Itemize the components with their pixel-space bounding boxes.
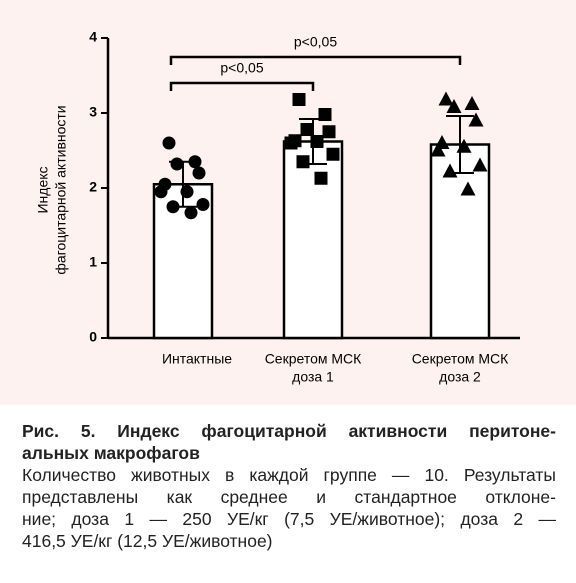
data-point [318,108,332,121]
y-tick-label: 0 [89,329,97,345]
data-point [314,171,328,185]
y-tick-label: 4 [89,29,97,45]
data-point [460,181,476,196]
data-point [438,91,454,106]
chart: Индекс фагоцитарной активности 0 1 2 3 4 Инта… [0,0,576,405]
data-point [162,136,176,150]
caption-title: альных макрофагов [22,443,200,463]
data-point [184,206,198,220]
caption-title: Рис. 5. Индекс фагоцитарной активности п… [22,421,556,441]
data-point [446,99,462,113]
error-bar [446,115,474,174]
x-tick-label: Интактные [162,351,232,367]
bar [282,140,344,340]
significance-label: p<0,05 [220,60,263,76]
data-point [170,157,184,171]
data-point [326,147,340,161]
data-point [284,136,298,150]
data-point [192,166,206,180]
data-point [196,198,210,211]
significance-bracket [169,81,315,91]
caption-text: ние; доза 1 — 250 УЕ/кг (7,5 УЕ/животное… [22,509,556,529]
x-tick-label: Секретом МСК [265,351,362,367]
error-bar [169,160,197,208]
data-point [430,142,446,157]
data-point [292,93,306,106]
data-point [296,155,310,169]
bar [429,143,491,340]
data-point [154,185,168,199]
y-tick-label: 2 [89,179,97,195]
significance-label: p<0,05 [294,34,337,50]
data-point [322,125,336,139]
x-tick-label: доза 1 [292,369,334,385]
caption-text: представлены как среднее и стандартное о… [22,487,556,507]
error-bar [299,118,327,165]
y-tick-label: 1 [89,254,97,270]
significance-bracket [169,55,462,65]
x-tick-label: Секретом МСК [412,351,509,367]
data-point [472,157,488,172]
data-point [464,96,480,110]
y-axis-label: фагоцитарной активности [53,105,69,274]
caption: Рис. 5. Индекс фагоцитарной активности п… [22,420,556,552]
data-point [300,123,314,136]
y-axis-label: Индекс [35,166,51,213]
x-tick-label: доза 2 [439,369,481,385]
caption-text: Количество животных в каждой группе — 10… [22,465,556,485]
data-point [468,112,484,127]
y-tick-label: 3 [89,104,97,120]
caption-text: 416,5 УЕ/кг (12,5 УЕ/животное) [22,531,273,551]
